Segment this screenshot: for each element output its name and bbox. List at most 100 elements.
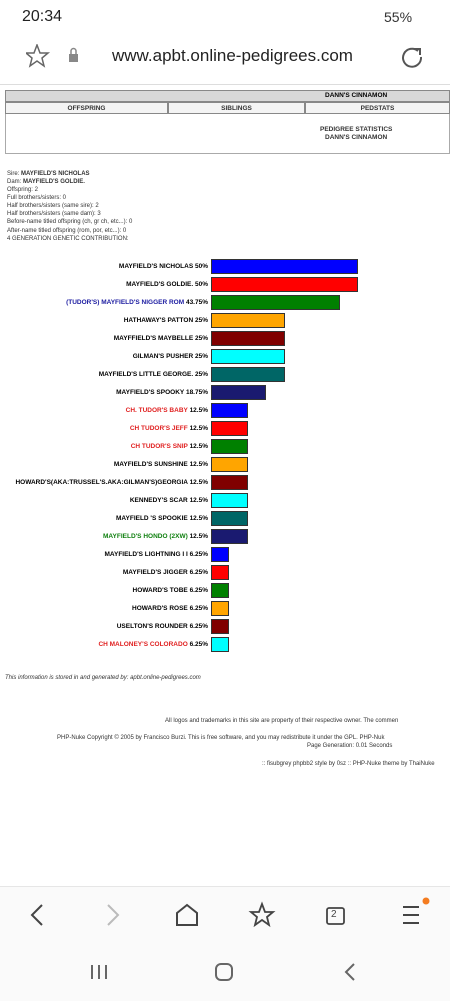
stats-title: PEDIGREE STATISTICS	[320, 126, 393, 133]
dog-name: HOWARD'S(AKA:TRUSSEL'S.AKA:GILMAN'S)GEOR…	[15, 479, 188, 486]
row-label: MAYFIELD'S SPOOKY 18.75%	[116, 389, 208, 396]
nav-icons	[30, 897, 430, 981]
dog-name: (TUDOR'S) MAYFIELD'S NIGGER ROM	[66, 299, 185, 306]
bar	[211, 637, 230, 652]
nav-area	[0, 886, 450, 1001]
percent: 25%	[194, 317, 208, 324]
dog-name: KENNEDY'S SCAR	[129, 497, 188, 504]
row-label: MAYFIELD'S LIGHTNING I I 6.25%	[104, 551, 208, 558]
dog-name: GILMAN'S PUSHER	[132, 353, 194, 360]
contribution-row: HATHAWAY'S PATTON 25%	[0, 313, 450, 329]
header-title: DANN'S CINNAMON	[325, 92, 388, 99]
percent: 25%	[194, 335, 208, 342]
contribution-row: MAYFIELD'S JIGGER 6.25%	[0, 565, 450, 581]
bar	[211, 547, 230, 562]
dog-name: MAYFIELD'S GOLDIE.	[126, 281, 194, 288]
percent: 6.25%	[189, 551, 208, 558]
info-line: After-name titled offspring (rom, por, e…	[7, 227, 127, 234]
bar	[211, 511, 248, 526]
bar	[211, 295, 340, 310]
source: This information is stored in and genera…	[5, 675, 201, 681]
tab[interactable]: PEDSTATS	[305, 102, 450, 114]
percent: 43.75%	[185, 299, 208, 306]
dog-name: MAYFIELD'S JIGGER	[122, 569, 188, 576]
row-label: (TUDOR'S) MAYFIELD'S NIGGER ROM 43.75%	[66, 299, 208, 306]
row-label: HOWARD'S ROSE 6.25%	[132, 605, 208, 612]
percent: 12.5%	[189, 515, 208, 522]
row-label: MAYFIELD'S HONDO (2XW) 12.5%	[103, 533, 208, 540]
dog-name: CH TUDOR'S SNIP	[130, 443, 188, 450]
row-label: CH TUDOR'S SNIP 12.5%	[131, 443, 208, 450]
dog-name: MAYFIELD'S LIGHTNING I I	[104, 551, 188, 558]
row-label: HOWARD'S TOBE 6.25%	[133, 587, 208, 594]
percent: 6.25%	[189, 569, 208, 576]
tab[interactable]: SIBLINGS	[168, 102, 305, 114]
row-label: HATHAWAY'S PATTON 25%	[124, 317, 208, 324]
bar	[211, 403, 248, 418]
percent: 6.25%	[189, 605, 208, 612]
row-label: MAYFIELD'S JIGGER 6.25%	[123, 569, 208, 576]
dog-name: HATHAWAY'S PATTON	[123, 317, 194, 324]
dam: Dam: MAYFIELD'S GOLDIE.	[7, 179, 85, 185]
url[interactable]: www.apbt.online-pedigrees.com	[112, 46, 353, 65]
percent: 6.25%	[189, 641, 208, 648]
row-label: CH TUDOR'S JEFF 12.5%	[130, 425, 208, 432]
contribution-row: CH TUDOR'S JEFF 12.5%	[0, 421, 450, 437]
bar	[211, 313, 285, 328]
tab[interactable]: OFFSPRING	[5, 102, 168, 114]
contribution-row: MAYFIELD'S SUNSHINE 12.5%	[0, 457, 450, 473]
bar	[211, 529, 248, 544]
percent: 12.5%	[189, 407, 208, 414]
contribution-row: CH. TUDOR'S BABY 12.5%	[0, 403, 450, 419]
copyright: PHP-Nuke Copyright © 2005 by Francisco B…	[57, 735, 385, 741]
bar	[211, 277, 358, 292]
tab-count[interactable]: 2	[331, 909, 337, 920]
row-label: CH MALONEY'S COLORADO 6.25%	[98, 641, 208, 648]
bar	[211, 601, 230, 616]
dam-name: MAYFIELD'S GOLDIE.	[23, 179, 85, 185]
contribution-row: HOWARD'S ROSE 6.25%	[0, 601, 450, 617]
generation: Page Generation: 0.01 Seconds	[307, 743, 393, 749]
reload[interactable]	[400, 45, 424, 69]
contribution-row: MAYFIELD'S NICHOLAS 50%	[0, 259, 450, 275]
row-label: MAYFIELD'S LITTLE GEORGE. 25%	[99, 371, 208, 378]
row-label: MAYFIELD'S GOLDIE. 50%	[126, 281, 208, 288]
row-label: CH. TUDOR'S BABY 12.5%	[126, 407, 208, 414]
contribution-row: MAYFIELD'S LITTLE GEORGE. 25%	[0, 367, 450, 383]
dog-name: CH MALONEY'S COLORADO	[98, 641, 188, 648]
row-label: MAYFIELD'S SUNSHINE 12.5%	[114, 461, 208, 468]
sire: Sire: MAYFIELD'S NICHOLAS	[7, 171, 90, 177]
contribution-row: CH TUDOR'S SNIP 12.5%	[0, 439, 450, 455]
bar	[211, 421, 248, 436]
info-line: Half brothers/sisters (same dam): 3	[7, 211, 101, 218]
percent: 25%	[194, 371, 208, 378]
bar	[211, 385, 267, 400]
bar	[211, 349, 285, 364]
info-line: Full brothers/sisters: 0	[7, 195, 67, 202]
percent: 25%	[194, 353, 208, 360]
dam-label: Dam:	[7, 179, 22, 185]
bar	[211, 331, 285, 346]
bar	[211, 583, 230, 598]
bar	[211, 439, 248, 454]
clock: 20:34	[22, 8, 63, 25]
dog-name: MAYFIELD'S NICHOLAS	[118, 263, 194, 270]
dog-name: MAYFIELD 'S SPOOKIE	[116, 515, 188, 522]
percent: 12.5%	[189, 425, 208, 432]
sire-label: Sire:	[7, 171, 20, 177]
contribution-row: MAYFIELD'S GOLDIE. 50%	[0, 277, 450, 293]
contribution-row: KENNEDY'S SCAR 12.5%	[0, 493, 450, 509]
dog-name: MAYFIELD'S SUNSHINE	[113, 461, 188, 468]
stats-subtitle: DANN'S CINNAMON	[325, 134, 388, 141]
contribution-row: MAYFIELD'S SPOOKY 18.75%	[0, 385, 450, 401]
dog-name: HOWARD'S ROSE	[132, 605, 188, 612]
row-label: KENNEDY'S SCAR 12.5%	[130, 497, 208, 504]
bar	[211, 565, 230, 580]
contribution-row: MAYFIELD 'S SPOOKIE 12.5%	[0, 511, 450, 527]
contribution-row: CH MALONEY'S COLORADO 6.25%	[0, 637, 450, 653]
divider	[0, 84, 450, 85]
theme: :: fisubgrey phpbb2 style by 0sz :: PHP-…	[262, 761, 435, 767]
address-icons	[26, 44, 78, 68]
info-line: Offspring: 2	[7, 187, 38, 193]
